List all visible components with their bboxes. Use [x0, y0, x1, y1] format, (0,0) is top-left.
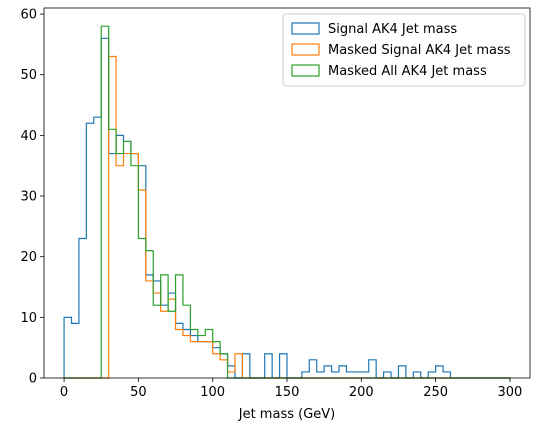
x-axis-ticks: 0 50 100 150 200 250 300 — [60, 378, 522, 400]
x-tick-label: 200 — [349, 385, 374, 400]
y-tick-label: 50 — [20, 68, 37, 83]
y-tick-label: 0 — [29, 372, 37, 387]
x-tick-label: 50 — [130, 385, 147, 400]
y-tick-label: 10 — [20, 311, 37, 326]
y-tick-label: 30 — [20, 190, 37, 205]
x-tick-label: 150 — [275, 385, 300, 400]
x-tick-label: 100 — [200, 385, 225, 400]
x-axis-label: Jet mass (GeV) — [238, 407, 335, 422]
legend-swatch — [291, 22, 320, 35]
legend-swatch — [291, 43, 320, 56]
legend-label: Signal AK4 Jet mass — [328, 22, 457, 37]
legend-label: Masked Signal AK4 Jet mass — [328, 43, 511, 58]
x-tick-label: 250 — [423, 385, 448, 400]
y-axis-ticks: 0 10 20 30 40 50 60 — [20, 8, 44, 387]
x-tick-label: 300 — [498, 385, 523, 400]
x-tick-label: 0 — [60, 385, 68, 400]
legend-label: Masked All AK4 Jet mass — [328, 64, 487, 79]
y-tick-label: 60 — [20, 8, 37, 23]
y-tick-label: 20 — [20, 250, 37, 265]
legend: Signal AK4 Jet mass Masked Signal AK4 Jet… — [282, 13, 526, 87]
legend-swatch — [291, 64, 320, 77]
y-tick-label: 40 — [20, 129, 37, 144]
legend-box — [282, 13, 526, 87]
